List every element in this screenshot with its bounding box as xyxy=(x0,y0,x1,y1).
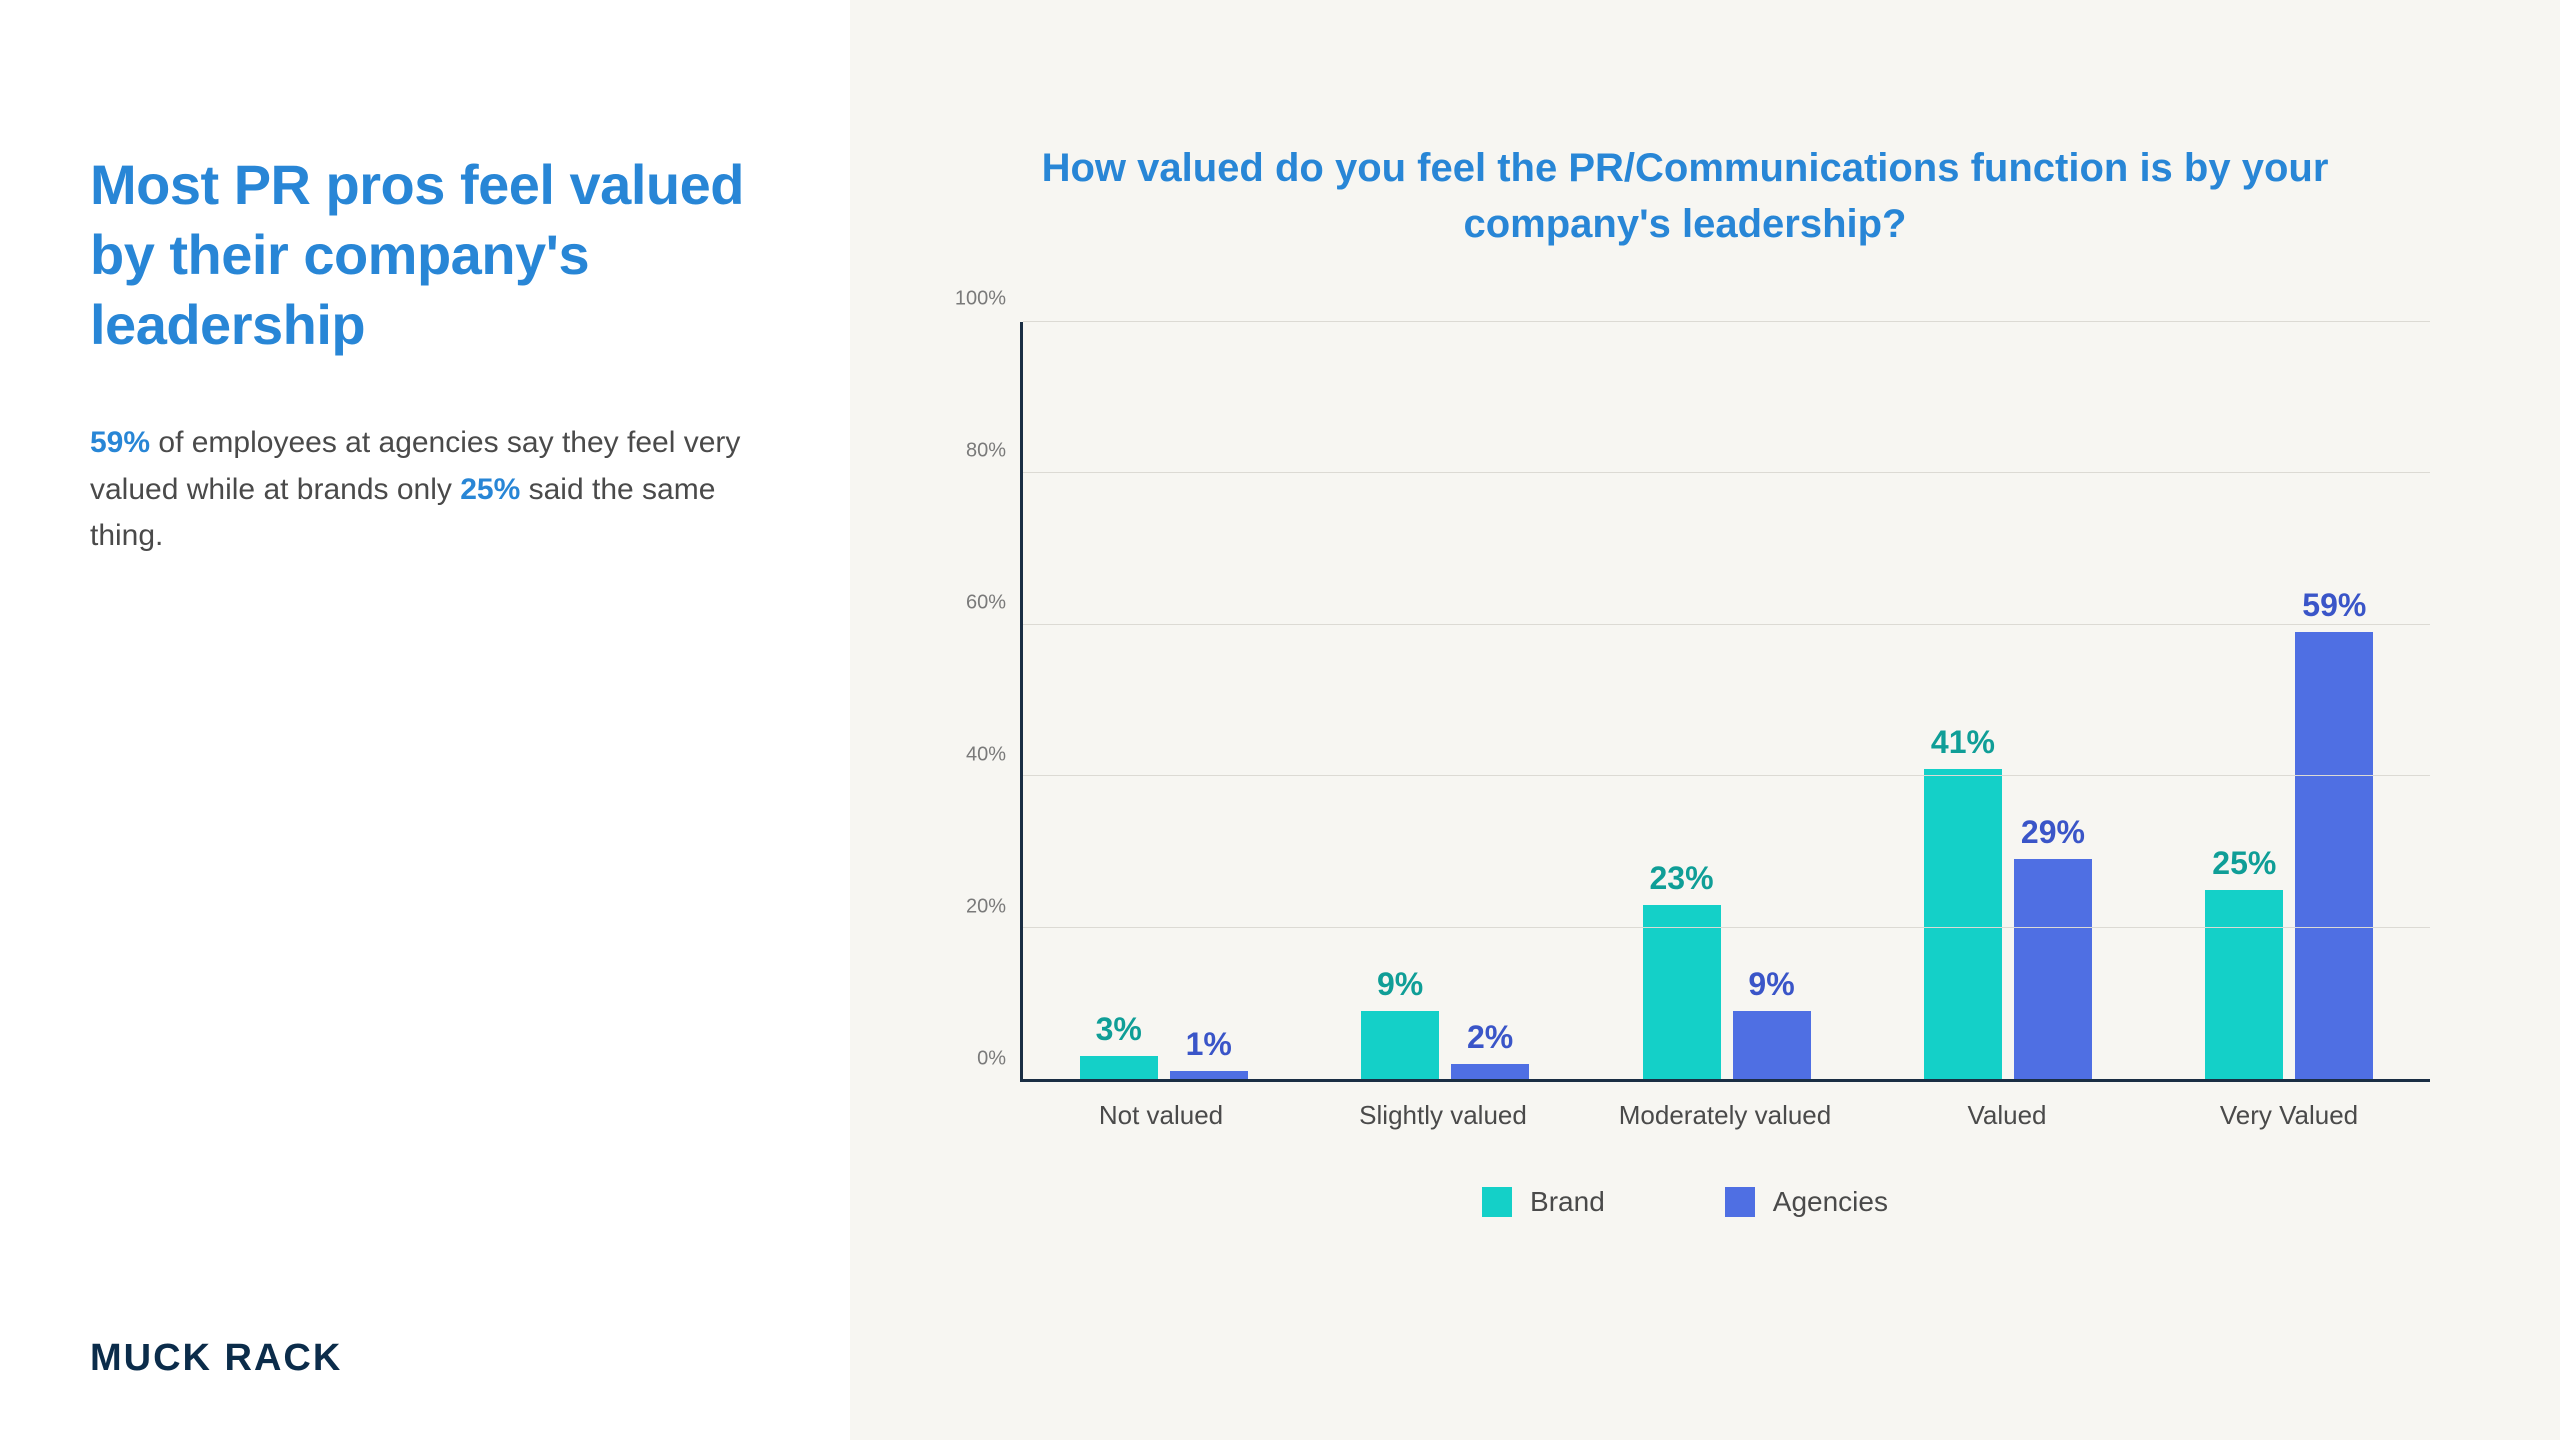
x-axis-label: Valued xyxy=(1866,1100,2148,1131)
bar: 29% xyxy=(2014,859,2092,1079)
bar-value-label: 41% xyxy=(1931,724,1995,761)
y-tick-label: 40% xyxy=(966,744,1006,767)
bar-group: 25%59% xyxy=(2149,322,2430,1079)
bar: 59% xyxy=(2295,632,2373,1079)
bar-value-label: 29% xyxy=(2021,814,2085,851)
bar: 23% xyxy=(1643,905,1721,1079)
legend-item: Agencies xyxy=(1725,1186,1888,1218)
bar: 25% xyxy=(2205,890,2283,1079)
bar: 41% xyxy=(1924,769,2002,1079)
bar-group: 3% 1% xyxy=(1023,322,1304,1079)
plot-area: 3%1%9%2%23%9%41%29%25%59% xyxy=(1020,322,2430,1082)
left-panel: Most PR pros feel valued by their compan… xyxy=(0,0,850,1440)
legend: Brand Agencies xyxy=(940,1186,2430,1218)
bar-group: 9% 2% xyxy=(1304,322,1585,1079)
bar: 3% xyxy=(1080,1056,1158,1079)
subtext-highlight-2: 25% xyxy=(460,473,520,506)
gridline xyxy=(1023,927,2430,928)
bar-value-label: 3% xyxy=(1096,1011,1142,1048)
bar-value-label: 59% xyxy=(2302,587,2366,624)
brand-logo: MUCK RACK xyxy=(90,1337,760,1380)
bar-value-label: 9% xyxy=(1748,966,1794,1003)
bar: 1% xyxy=(1170,1071,1248,1079)
bar: 9% xyxy=(1361,1011,1439,1079)
gridline xyxy=(1023,321,2430,322)
y-tick-label: 0% xyxy=(977,1048,1006,1071)
bar-value-label: 23% xyxy=(1649,860,1713,897)
bar-groups: 3%1%9%2%23%9%41%29%25%59% xyxy=(1023,322,2430,1079)
chart-title: How valued do you feel the PR/Communicat… xyxy=(940,140,2430,252)
bar-value-label: 1% xyxy=(1186,1026,1232,1063)
x-axis-label: Moderately valued xyxy=(1584,1100,1866,1131)
bar-group: 23%9% xyxy=(1586,322,1867,1079)
legend-label: Agencies xyxy=(1773,1186,1888,1218)
y-tick-label: 60% xyxy=(966,592,1006,615)
y-axis: 0%20%40%60%80%100% xyxy=(940,322,1020,1082)
bar-chart: 0%20%40%60%80%100% 3%1%9%2%23%9%41%29%25… xyxy=(940,322,2430,1082)
headline: Most PR pros feel valued by their compan… xyxy=(90,150,760,360)
chart-panel: How valued do you feel the PR/Communicat… xyxy=(850,0,2560,1440)
bar: 2% xyxy=(1451,1064,1529,1079)
gridline xyxy=(1023,775,2430,776)
y-tick-label: 20% xyxy=(966,896,1006,919)
subtext: 59% of employees at agencies say they fe… xyxy=(90,420,760,560)
y-tick-label: 100% xyxy=(955,288,1006,311)
legend-swatch xyxy=(1725,1187,1755,1217)
y-tick-label: 80% xyxy=(966,440,1006,463)
bar: 9% xyxy=(1733,1011,1811,1079)
bar-value-label: 2% xyxy=(1467,1019,1513,1056)
bar-value-label: 9% xyxy=(1377,966,1423,1003)
gridline xyxy=(1023,472,2430,473)
x-axis-label: Not valued xyxy=(1020,1100,1302,1131)
bar-value-label: 25% xyxy=(2212,845,2276,882)
x-axis-label: Very Valued xyxy=(2148,1100,2430,1131)
x-axis-labels: Not valuedSlightly valuedModerately valu… xyxy=(1020,1100,2430,1131)
subtext-highlight-1: 59% xyxy=(90,426,150,459)
gridline xyxy=(1023,624,2430,625)
x-axis-label: Slightly valued xyxy=(1302,1100,1584,1131)
legend-label: Brand xyxy=(1530,1186,1605,1218)
legend-item: Brand xyxy=(1482,1186,1605,1218)
bar-group: 41%29% xyxy=(1867,322,2148,1079)
legend-swatch xyxy=(1482,1187,1512,1217)
